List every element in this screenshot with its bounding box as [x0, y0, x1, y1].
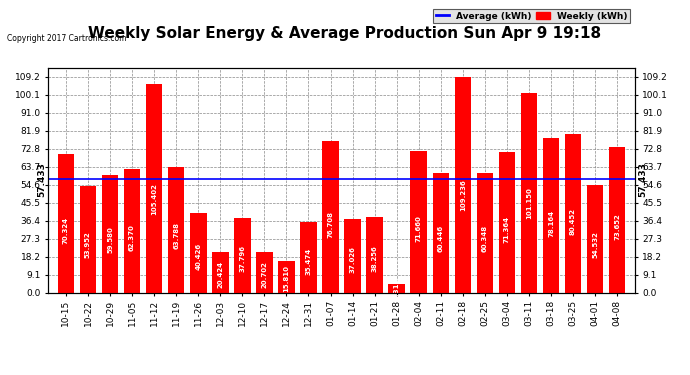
Text: 35.474: 35.474: [306, 248, 311, 274]
Text: 20.424: 20.424: [217, 261, 224, 288]
Bar: [146, 84, 162, 292]
Bar: [543, 138, 560, 292]
Text: 70.324: 70.324: [63, 216, 69, 244]
Bar: [521, 93, 538, 292]
Bar: [168, 166, 184, 292]
Text: 20.702: 20.702: [262, 261, 268, 288]
Bar: [411, 151, 427, 292]
Text: 53.952: 53.952: [85, 231, 91, 258]
Text: 73.652: 73.652: [614, 214, 620, 240]
Bar: [278, 261, 295, 292]
Text: 37.796: 37.796: [239, 245, 246, 272]
Bar: [366, 217, 383, 292]
Bar: [212, 252, 228, 292]
Bar: [455, 77, 471, 292]
Text: 60.348: 60.348: [482, 225, 488, 252]
Bar: [234, 218, 250, 292]
Bar: [101, 175, 118, 292]
Bar: [124, 170, 140, 292]
Bar: [477, 173, 493, 292]
Text: 60.446: 60.446: [437, 225, 444, 252]
Bar: [190, 213, 206, 292]
Text: 4.312: 4.312: [394, 278, 400, 300]
Bar: [322, 141, 339, 292]
Bar: [388, 284, 405, 292]
Legend: Average (kWh), Weekly (kWh): Average (kWh), Weekly (kWh): [433, 9, 630, 23]
Text: 38.256: 38.256: [372, 245, 377, 272]
Bar: [80, 186, 97, 292]
Text: 40.426: 40.426: [195, 243, 201, 270]
Bar: [499, 152, 515, 292]
Text: 71.364: 71.364: [504, 216, 510, 243]
Text: 59.580: 59.580: [107, 226, 113, 253]
Text: 78.164: 78.164: [548, 210, 554, 237]
Text: 71.660: 71.660: [415, 215, 422, 242]
Text: 101.150: 101.150: [526, 187, 532, 219]
Text: 57.433: 57.433: [37, 162, 46, 196]
Bar: [344, 219, 361, 292]
Bar: [565, 134, 582, 292]
Bar: [58, 154, 75, 292]
Text: 80.452: 80.452: [570, 207, 576, 234]
Text: Weekly Solar Energy & Average Production Sun Apr 9 19:18: Weekly Solar Energy & Average Production…: [88, 26, 602, 41]
Text: 15.810: 15.810: [284, 265, 289, 292]
Bar: [300, 222, 317, 292]
Bar: [586, 185, 603, 292]
Text: Copyright 2017 Cartronics.com: Copyright 2017 Cartronics.com: [7, 34, 126, 43]
Text: 76.708: 76.708: [328, 211, 333, 238]
Text: 54.532: 54.532: [592, 231, 598, 258]
Text: 63.788: 63.788: [173, 222, 179, 249]
Text: 62.370: 62.370: [129, 224, 135, 251]
Text: 105.402: 105.402: [151, 183, 157, 215]
Bar: [433, 173, 449, 292]
Text: 37.026: 37.026: [350, 246, 355, 273]
Text: 57.433: 57.433: [638, 162, 647, 196]
Bar: [256, 252, 273, 292]
Text: 109.236: 109.236: [460, 180, 466, 212]
Bar: [609, 147, 625, 292]
